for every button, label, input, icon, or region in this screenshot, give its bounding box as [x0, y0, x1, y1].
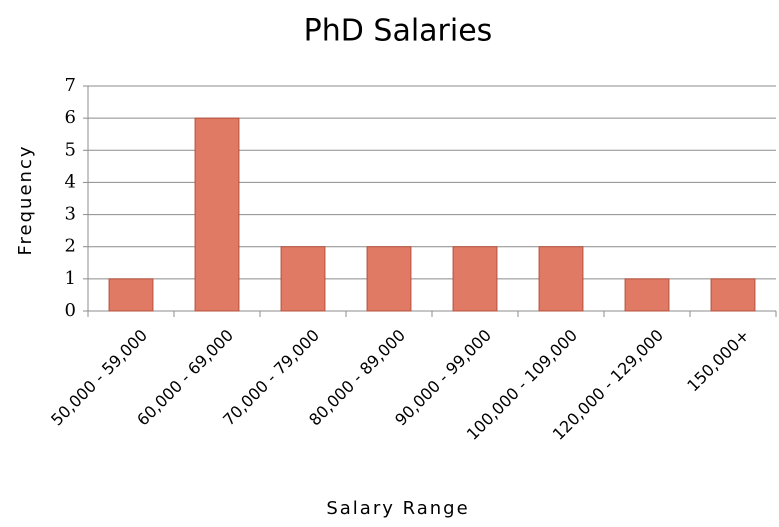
bar [194, 117, 240, 312]
bar [366, 246, 412, 312]
bar [108, 278, 154, 312]
y-tick-label: 7 [65, 75, 76, 96]
bar [710, 278, 756, 312]
y-axis-label: Frequency [15, 145, 36, 256]
x-tick-label: 150,000+ [683, 326, 753, 396]
bar [624, 278, 670, 312]
bar [280, 246, 326, 312]
y-tick-label: 6 [65, 107, 76, 128]
y-tick-label: 3 [65, 204, 76, 225]
bar [452, 246, 498, 312]
bar [538, 246, 584, 312]
y-tick-label: 5 [65, 139, 76, 160]
y-tick-label: 2 [65, 236, 76, 257]
y-tick-label: 1 [65, 268, 76, 289]
x-axis-label: Salary Range [326, 498, 469, 519]
y-tick-label: 4 [65, 171, 76, 192]
y-tick-label: 0 [65, 300, 76, 321]
chart-title: PhD Salaries [304, 14, 493, 49]
